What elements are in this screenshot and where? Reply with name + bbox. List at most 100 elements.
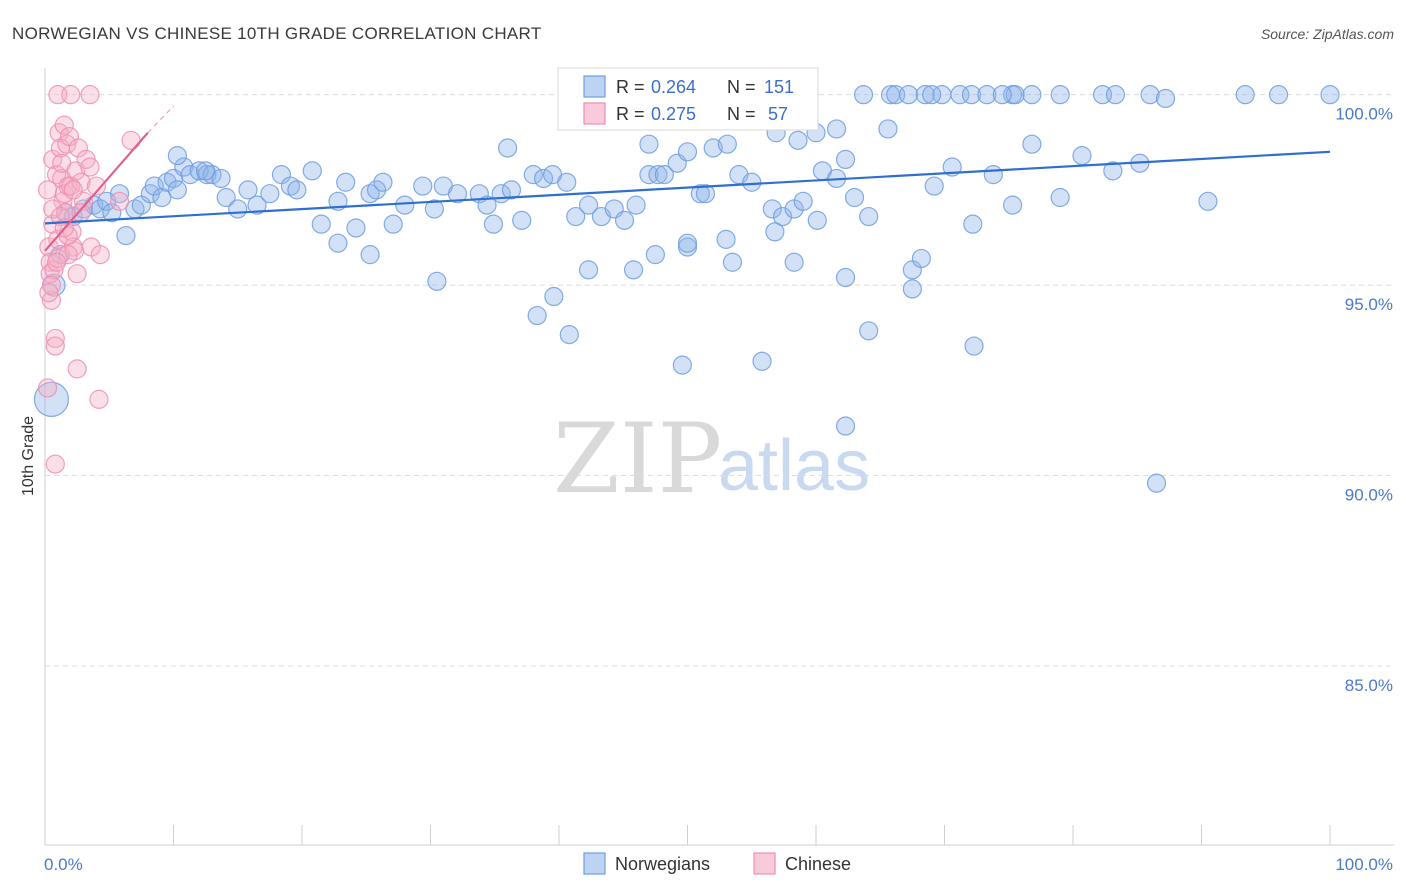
norwegians-point (144, 176, 164, 196)
norwegians-point (1022, 85, 1042, 105)
norwegians-point (578, 260, 599, 280)
norwegians-point (383, 214, 403, 234)
norwegians-point (859, 206, 879, 227)
chinese-point (46, 165, 67, 185)
norwegians-point (1235, 85, 1255, 105)
norwegians-point (722, 252, 743, 272)
norwegians-point (1146, 473, 1167, 493)
norwegians-point (1268, 85, 1289, 105)
norwegians-point (835, 267, 856, 288)
norwegians-point (501, 180, 522, 200)
norwegians-points (33, 85, 1340, 493)
norwegians-point (523, 165, 543, 185)
norwegians-point (328, 233, 348, 253)
chinese-point (61, 85, 81, 105)
legend-swatch-norwegians (583, 852, 606, 875)
chinese-point (68, 138, 89, 158)
stats-swatch-chinese (583, 102, 606, 125)
norwegians-point (167, 146, 187, 166)
norwegians-point (427, 271, 447, 291)
norwegians-point (346, 218, 366, 238)
norwegians-point (578, 195, 599, 215)
stats-n-value-chinese: 57 (768, 104, 788, 124)
norwegians-point (762, 199, 782, 219)
chinese-point (43, 214, 63, 234)
norwegians-point (717, 134, 737, 154)
y-tick-label-2: 90.0% (1345, 486, 1393, 505)
chinese-point (45, 336, 65, 356)
watermark-atlas: atlas (718, 426, 870, 506)
y-tick-labels: 100.0% 95.0% 90.0% 85.0% (1335, 105, 1393, 695)
norwegians-point (366, 180, 387, 200)
norwegians-point (911, 248, 931, 269)
norwegians-point (788, 130, 808, 150)
norwegians-point (477, 195, 497, 215)
norwegians-point (33, 381, 70, 417)
norwegians-point (859, 321, 879, 341)
norwegians-point (559, 325, 579, 345)
chinese-point (37, 378, 58, 398)
norwegians-point (152, 187, 172, 208)
norwegians-point (527, 305, 547, 326)
norwegians-point (373, 172, 393, 192)
norwegians-point (639, 134, 659, 154)
norwegians-point (878, 119, 898, 139)
norwegians-point (690, 184, 710, 204)
chinese-point (89, 389, 109, 409)
norwegians-point (983, 165, 1003, 185)
chinese-point (50, 206, 71, 227)
x-tick-labels: 0.0% 100.0% (44, 855, 1393, 874)
norwegians-point (1072, 146, 1092, 166)
norwegians-point (915, 85, 935, 105)
norwegians-point (784, 252, 804, 272)
y-tick-label-3: 85.0% (1345, 676, 1393, 695)
norwegians-point (395, 195, 415, 215)
chinese-point (71, 203, 91, 223)
stats-n-value-norwegians: 151 (764, 77, 794, 97)
stats-r-value-norwegians: 0.264 (651, 77, 696, 97)
norwegians-point (311, 214, 331, 234)
chinese-point (54, 115, 74, 135)
norwegians-point (1140, 85, 1160, 105)
chinese-point (90, 245, 110, 265)
norwegians-point (247, 195, 267, 215)
chinese-point (86, 176, 107, 196)
norwegians-point (1198, 191, 1218, 211)
norwegians-point (211, 168, 231, 189)
norwegians-point (835, 149, 856, 170)
x-tick-label-1: 100.0% (1335, 855, 1393, 874)
stats-legend: R = 0.264 N = 151 R = 0.275 N = 57 (557, 67, 819, 131)
watermark-zip: ZIP (553, 403, 722, 515)
norwegians-point (1155, 88, 1176, 109)
norwegians-point (544, 286, 564, 307)
norwegians-point (898, 85, 919, 105)
trend-lines (44, 105, 1331, 252)
norwegians-point (835, 416, 856, 436)
norwegians-point (964, 336, 984, 356)
axes (44, 68, 1394, 846)
x-tick-label-0: 0.0% (44, 855, 83, 874)
norwegians-point (672, 355, 692, 375)
norwegians-point (483, 214, 504, 234)
norwegians-point (924, 176, 944, 196)
chinese-point (43, 199, 63, 219)
norwegians-point (90, 199, 110, 219)
norwegians-point (992, 85, 1012, 105)
legend-label-chinese: Chinese (785, 854, 851, 874)
norwegians-point (922, 85, 942, 105)
norwegians-point (498, 138, 518, 158)
chinese-point (45, 454, 65, 474)
norwegians-point (648, 165, 668, 185)
series-legend: Norwegians Chinese (583, 852, 851, 875)
norwegians-point (807, 210, 827, 230)
stats-r-value-chinese: 0.275 (651, 104, 696, 124)
chinese-point (109, 191, 130, 211)
norwegians-point (238, 180, 258, 200)
chinese-point (39, 283, 59, 303)
chinese-point (80, 157, 100, 177)
norwegians-point (512, 210, 532, 230)
norwegians-point (1022, 134, 1042, 154)
chinese-point (63, 180, 83, 200)
chinese-trend-line (44, 132, 149, 252)
